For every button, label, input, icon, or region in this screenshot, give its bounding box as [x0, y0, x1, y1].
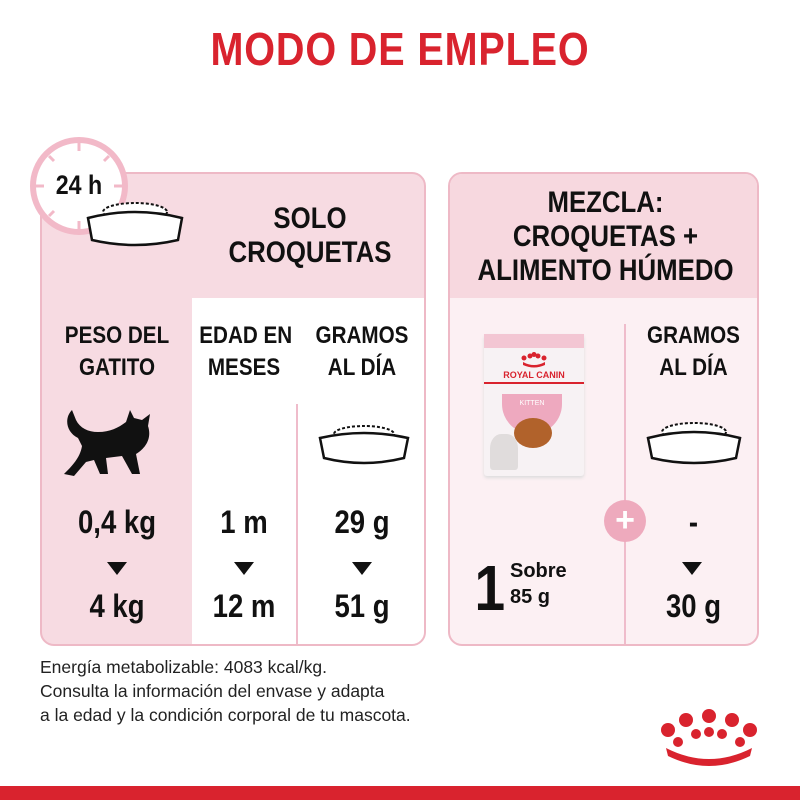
- clock-icon: [30, 137, 128, 235]
- header-line: PESO DEL: [64, 322, 170, 349]
- arrow-down-icon: [682, 562, 702, 575]
- column-header-grams: GRAMOS AL DÍA: [305, 320, 419, 384]
- sachet-unit: Sobre: [510, 560, 567, 582]
- header-line: GRAMOS: [315, 322, 409, 349]
- page-title: MODO DE EMPLEO: [210, 23, 590, 75]
- column-divider: [296, 404, 298, 644]
- weight-to: 4 kg: [89, 588, 145, 624]
- solo-croquetas-panel: SOLO CROQUETAS PESO DEL GATITO EDAD EN M…: [40, 172, 426, 646]
- sachet-info: Sobre 85 g: [510, 558, 567, 610]
- food-bowl-icon: [86, 202, 184, 247]
- food-bowl-icon: [646, 422, 742, 465]
- arrow-down-icon: [234, 562, 254, 575]
- age-to: 12 m: [212, 588, 276, 624]
- plus-icon: +: [604, 500, 646, 542]
- pouch-image: ROYAL CANIN KITTEN: [484, 334, 584, 476]
- grams-to: 30 g: [665, 588, 722, 624]
- heading-line: MEZCLA:: [547, 186, 664, 219]
- header-line: EDAD EN: [199, 322, 293, 349]
- white-columns-bg: [192, 298, 424, 644]
- column-header-age: EDAD EN MESES: [199, 320, 293, 384]
- crown-logo-icon: [521, 352, 547, 368]
- clock-label: 24 h: [55, 170, 103, 200]
- mezcla-panel: MEZCLA: CROQUETAS + ALIMENTO HÚMEDO ROYA…: [448, 172, 759, 646]
- footer-note: Consulta la información del envase y ada…: [40, 681, 385, 701]
- panel-header-bg: [450, 174, 757, 298]
- panel-heading: MEZCLA: CROQUETAS + ALIMENTO HÚMEDO: [472, 186, 739, 288]
- arrow-down-icon: [107, 562, 127, 575]
- grams-from: -: [688, 504, 699, 540]
- column-header-weight: PESO DEL GATITO: [53, 320, 182, 384]
- sachet-weight: 85 g: [510, 586, 551, 608]
- column-header-grams: GRAMOS AL DÍA: [635, 320, 751, 384]
- panel-heading: SOLO CROQUETAS: [209, 202, 412, 270]
- header-line: MESES: [207, 354, 281, 381]
- column-divider: [624, 324, 626, 644]
- footer-energy: Energía metabolizable: 4083 kcal/kg.: [40, 657, 327, 677]
- kitten-icon: [64, 410, 150, 476]
- footer-note: a la edad y la condición corporal de tu …: [40, 705, 411, 725]
- heading-line: CROQUETAS +: [512, 220, 699, 253]
- heading-line: ALIMENTO HÚMEDO: [477, 254, 734, 287]
- grams-from: 29 g: [334, 504, 390, 540]
- weight-from: 0,4 kg: [77, 504, 157, 540]
- food-bowl-icon: [318, 425, 410, 465]
- royal-canin-crown-logo: [661, 709, 757, 766]
- heading-line: CROQUETAS: [228, 236, 392, 269]
- header-line: AL DÍA: [327, 354, 397, 381]
- brand-bar: [0, 786, 800, 800]
- sachet-count: 1: [474, 552, 506, 624]
- header-line: GATITO: [78, 354, 156, 381]
- age-from: 1 m: [220, 504, 268, 540]
- arrow-down-icon: [352, 562, 372, 575]
- grams-to: 51 g: [334, 588, 390, 624]
- heading-line: SOLO: [273, 202, 347, 235]
- header-line: GRAMOS: [647, 322, 740, 349]
- pouch-brand: ROYAL CANIN: [503, 370, 565, 380]
- header-line: AL DÍA: [659, 354, 728, 381]
